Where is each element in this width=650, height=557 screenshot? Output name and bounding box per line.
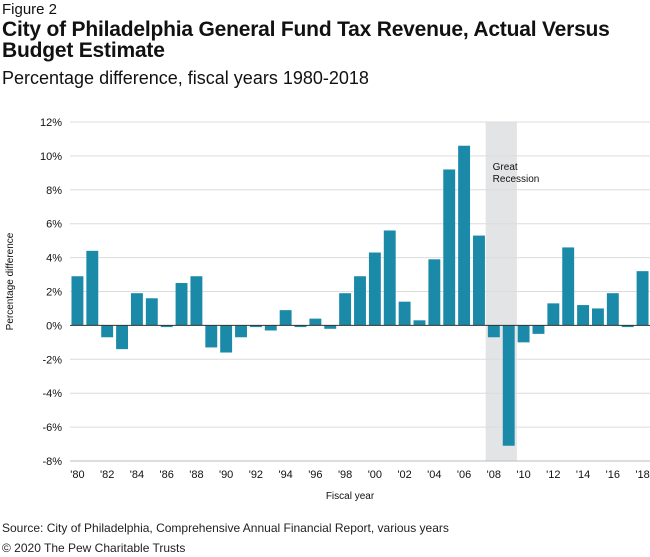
bar-1998 (339, 293, 352, 326)
x-tick-label: '96 (308, 469, 322, 481)
bar-1987 (175, 283, 188, 326)
y-tick-label: 10% (40, 151, 62, 163)
bar-1989 (205, 325, 218, 348)
y-tick-label: -4% (42, 388, 62, 400)
bar-1994 (279, 310, 292, 326)
x-tick-label: '18 (635, 469, 649, 481)
x-axis-title: Fiscal year (326, 491, 375, 502)
bar-1993 (264, 325, 277, 331)
bar-1990 (220, 325, 233, 353)
x-tick-label: '90 (219, 469, 233, 481)
bar-1995 (294, 325, 307, 328)
bar-1992 (249, 325, 262, 328)
bar-2013 (562, 247, 575, 326)
y-tick-label: -8% (42, 456, 62, 468)
chart-subtitle: Percentage difference, fiscal years 1980… (2, 68, 369, 88)
y-tick-label: 2% (46, 287, 62, 299)
bar-2003 (413, 320, 426, 326)
bar-1982 (101, 325, 114, 338)
bar-1984 (130, 293, 143, 326)
bar-1999 (354, 276, 366, 326)
bar-2001 (383, 230, 396, 326)
bar-2005 (443, 169, 456, 326)
x-tick-label: '12 (546, 469, 560, 481)
bar-1983 (116, 325, 128, 350)
bar-2007 (473, 235, 485, 326)
bar-2014 (577, 305, 590, 326)
x-tick-label: '10 (516, 469, 530, 481)
recession-label: Recession (493, 174, 540, 185)
bar-1988 (190, 276, 203, 326)
bar-2004 (428, 259, 441, 326)
y-tick-label: 0% (46, 320, 62, 332)
y-tick-label: -6% (42, 422, 62, 434)
bar-2010 (517, 325, 530, 343)
bar-2000 (368, 252, 381, 326)
bar-1985 (145, 298, 158, 326)
bar-2011 (532, 325, 545, 334)
x-tick-label: '98 (338, 469, 352, 481)
bar-2012 (547, 303, 560, 326)
bar-2009 (502, 325, 515, 446)
x-tick-label: '84 (130, 469, 144, 481)
x-tick-label: '08 (487, 469, 501, 481)
figure-label: Figure 2 (2, 1, 58, 18)
bar-2017 (621, 325, 634, 328)
bar-2006 (458, 145, 471, 326)
x-tick-label: '06 (457, 469, 471, 481)
x-tick-label: '00 (368, 469, 382, 481)
x-tick-label: '82 (100, 469, 114, 481)
source-note: Source: City of Philadelphia, Comprehens… (2, 521, 449, 535)
bar-1997 (324, 325, 337, 329)
copyright-note: © 2020 The Pew Charitable Trusts (2, 541, 186, 555)
bar-1986 (160, 325, 173, 328)
bar-1980 (71, 276, 84, 326)
y-tick-label: 6% (46, 219, 62, 231)
x-tick-label: '04 (427, 469, 441, 481)
x-tick-label: '88 (189, 469, 203, 481)
x-tick-label: '16 (606, 469, 620, 481)
bar-1981 (86, 250, 99, 326)
x-tick-label: '86 (159, 469, 173, 481)
bar-2015 (592, 308, 604, 326)
bar-2008 (487, 325, 500, 338)
x-tick-label: '02 (397, 469, 411, 481)
bar-2018 (636, 271, 649, 326)
recession-label: Great (493, 162, 518, 173)
y-tick-label: 8% (46, 185, 62, 197)
bar-1996 (309, 318, 322, 326)
y-tick-label: -2% (42, 354, 62, 366)
y-tick-label: 12% (40, 117, 62, 129)
x-tick-label: '80 (70, 469, 84, 481)
x-tick-label: '14 (576, 469, 590, 481)
bar-2016 (606, 293, 619, 326)
chart-title: City of Philadelphia General Fund Tax Re… (2, 18, 610, 62)
bar-2002 (398, 301, 411, 326)
bar-1991 (235, 325, 247, 338)
x-tick-label: '94 (278, 469, 292, 481)
y-tick-label: 4% (46, 253, 62, 265)
y-axis-title: Percentage difference (5, 232, 16, 330)
x-tick-label: '92 (249, 469, 263, 481)
